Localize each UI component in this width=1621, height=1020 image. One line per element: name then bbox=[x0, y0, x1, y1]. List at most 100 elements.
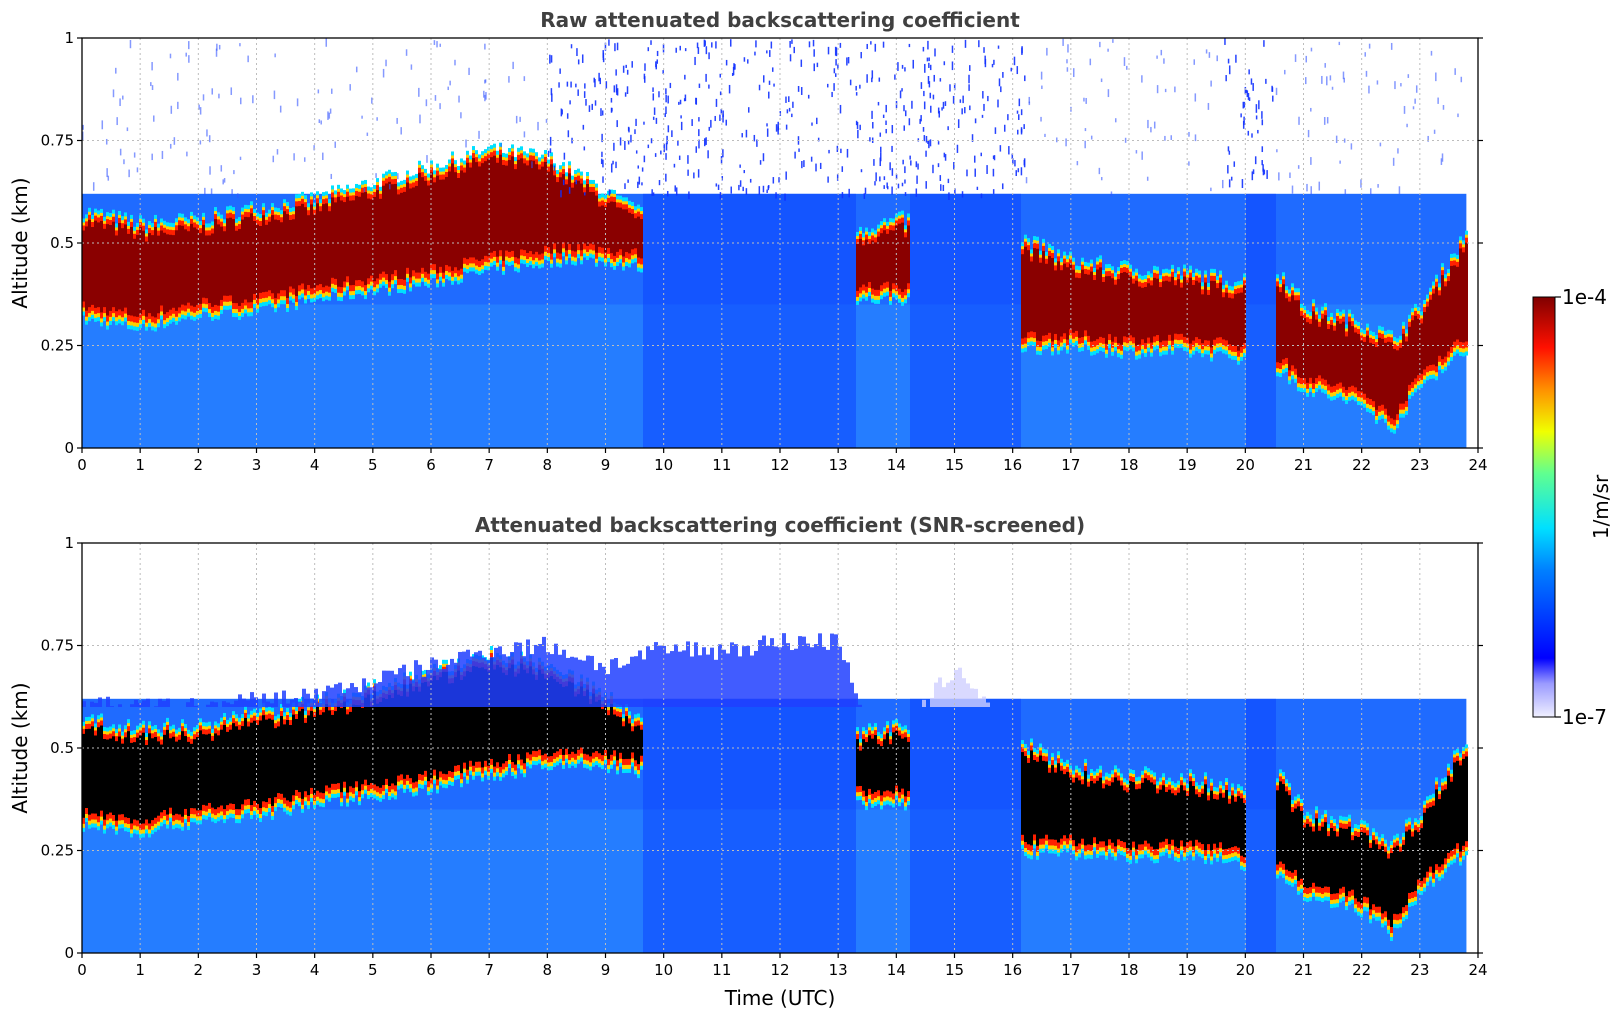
gap-column bbox=[979, 193, 982, 448]
layer-core bbox=[592, 191, 595, 245]
noise-speckle bbox=[458, 95, 460, 103]
noise-speckle bbox=[788, 107, 791, 112]
gap-column bbox=[994, 698, 997, 953]
noise-speckle bbox=[871, 110, 873, 119]
layer-core bbox=[121, 743, 124, 815]
layer-core bbox=[877, 744, 880, 791]
layer-core bbox=[484, 669, 487, 761]
x-tick-label: 0 bbox=[77, 961, 87, 979]
layer-core bbox=[493, 669, 496, 767]
noise-speckle bbox=[947, 178, 950, 184]
screened-signal bbox=[630, 656, 634, 707]
layer-core bbox=[481, 667, 484, 768]
layer-core bbox=[1102, 281, 1105, 338]
noise-speckle bbox=[1194, 93, 1197, 102]
layer-core bbox=[487, 158, 490, 257]
layer-core bbox=[595, 701, 598, 752]
noise-speckle bbox=[1376, 80, 1379, 85]
layer-core bbox=[1363, 341, 1366, 394]
layer-core bbox=[253, 720, 256, 801]
layer-core bbox=[1345, 828, 1348, 897]
noise-speckle bbox=[1224, 38, 1226, 45]
layer-core bbox=[436, 175, 439, 274]
layer-core bbox=[571, 187, 574, 251]
screened-signal bbox=[390, 670, 394, 707]
noise-speckle bbox=[711, 42, 713, 48]
x-tick-label: 3 bbox=[252, 456, 262, 474]
noise-speckle bbox=[919, 118, 921, 124]
layer-core bbox=[202, 224, 205, 298]
layer-core bbox=[1339, 827, 1342, 889]
layer-core bbox=[1279, 292, 1282, 364]
noise-speckle bbox=[1228, 179, 1231, 188]
screened-signal bbox=[686, 641, 690, 707]
screened-signal bbox=[714, 659, 718, 707]
layer-core bbox=[1024, 756, 1027, 843]
noise-speckle bbox=[980, 193, 983, 199]
layer-core bbox=[88, 728, 91, 815]
noise-speckle bbox=[708, 84, 710, 89]
gap-column bbox=[748, 698, 751, 953]
noise-speckle bbox=[92, 182, 95, 191]
layer-core bbox=[244, 216, 247, 300]
noise-speckle bbox=[937, 107, 940, 114]
layer-core bbox=[586, 689, 589, 755]
screened-signal bbox=[790, 650, 794, 707]
noise-speckle bbox=[1160, 49, 1163, 56]
layer-core bbox=[553, 175, 556, 244]
noise-speckle bbox=[708, 126, 711, 131]
noise-speckle bbox=[519, 116, 521, 122]
noise-speckle bbox=[1306, 183, 1308, 192]
gap-column bbox=[790, 193, 793, 448]
noise-speckle bbox=[1020, 167, 1023, 176]
noise-speckle bbox=[897, 62, 899, 71]
layer-core bbox=[904, 737, 907, 797]
gap-column bbox=[739, 698, 742, 953]
layer-core bbox=[1336, 320, 1339, 384]
layer-core bbox=[1231, 298, 1234, 346]
layer-core bbox=[1432, 805, 1435, 873]
gap-column bbox=[985, 698, 988, 953]
layer-core bbox=[1405, 341, 1408, 401]
noise-speckle bbox=[791, 113, 793, 118]
screened-signal bbox=[850, 682, 854, 707]
noise-speckle bbox=[675, 47, 677, 53]
noise-speckle bbox=[1011, 153, 1014, 160]
noise-speckle bbox=[1008, 146, 1010, 155]
layer-core bbox=[1375, 844, 1378, 907]
noise-speckle bbox=[652, 87, 654, 92]
noise-speckle bbox=[937, 163, 940, 168]
screened-signal bbox=[246, 700, 250, 707]
gap-column bbox=[844, 193, 847, 448]
y-tick-label: 0.75 bbox=[41, 637, 74, 655]
layer-core bbox=[1390, 853, 1393, 928]
screened-signal bbox=[106, 696, 110, 707]
noise-speckle bbox=[932, 164, 934, 174]
gap-column bbox=[715, 698, 718, 953]
layer-core bbox=[100, 220, 103, 313]
layer-core bbox=[634, 726, 637, 761]
layer-core bbox=[277, 220, 280, 294]
noise-speckle bbox=[944, 154, 947, 161]
noise-speckle bbox=[101, 120, 104, 130]
layer-core bbox=[217, 735, 220, 808]
screened-signal bbox=[638, 650, 642, 707]
layer-core bbox=[1399, 347, 1402, 404]
noise-speckle bbox=[635, 150, 638, 154]
noise-speckle bbox=[1018, 98, 1021, 107]
layer-core bbox=[166, 234, 169, 313]
gap-column bbox=[940, 698, 943, 953]
noise-speckle bbox=[728, 84, 731, 94]
gap-column bbox=[949, 698, 952, 953]
layer-core bbox=[373, 691, 376, 785]
noise-speckle bbox=[216, 43, 218, 51]
gap-column bbox=[685, 193, 688, 448]
layer-core bbox=[94, 735, 97, 814]
layer-core bbox=[472, 158, 475, 258]
gap-column bbox=[841, 698, 844, 953]
noise-speckle bbox=[150, 82, 152, 87]
x-tick-label: 17 bbox=[1061, 961, 1080, 979]
noise-speckle bbox=[1062, 38, 1064, 46]
noise-speckle bbox=[917, 163, 919, 170]
gap-column bbox=[667, 193, 670, 448]
